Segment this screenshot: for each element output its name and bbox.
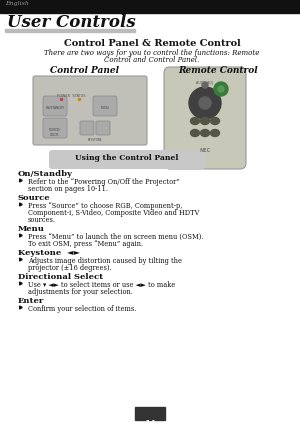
Text: Control Panel & Remote Control: Control Panel & Remote Control xyxy=(64,39,240,48)
FancyBboxPatch shape xyxy=(93,96,117,116)
Text: SOURCE/
COLOR: SOURCE/ COLOR xyxy=(49,128,61,136)
Text: English: English xyxy=(5,1,29,6)
Circle shape xyxy=(189,87,221,119)
Text: sources.: sources. xyxy=(28,216,56,224)
Text: Press “Source” to choose RGB, Component-p,: Press “Source” to choose RGB, Component-… xyxy=(28,202,182,210)
Text: Component-i, S-Video, Composite Video and HDTV: Component-i, S-Video, Composite Video an… xyxy=(28,209,200,217)
Ellipse shape xyxy=(190,130,200,136)
Text: On/Standby: On/Standby xyxy=(18,170,73,178)
Text: Adjusts image distortion caused by tilting the: Adjusts image distortion caused by tilti… xyxy=(28,257,182,265)
FancyBboxPatch shape xyxy=(80,121,94,135)
Circle shape xyxy=(218,86,224,92)
Text: Directional Select: Directional Select xyxy=(18,273,103,281)
Text: KEYSTONE: KEYSTONE xyxy=(88,138,102,142)
Ellipse shape xyxy=(211,117,220,125)
Text: 14: 14 xyxy=(144,419,156,425)
Text: Menu: Menu xyxy=(18,225,45,233)
Text: Enter: Enter xyxy=(18,297,44,305)
Text: Using the Control Panel: Using the Control Panel xyxy=(75,154,179,162)
Circle shape xyxy=(214,82,228,96)
Ellipse shape xyxy=(190,117,200,125)
Text: projector (±16 degrees).: projector (±16 degrees). xyxy=(28,264,112,272)
FancyBboxPatch shape xyxy=(43,96,67,116)
Text: Keystone  ◄►: Keystone ◄► xyxy=(18,249,80,257)
Text: Refer to the “Powering On/Off the Projector”: Refer to the “Powering On/Off the Projec… xyxy=(28,178,180,186)
Text: Remote Control: Remote Control xyxy=(178,66,258,75)
Text: POWER  STATUS: POWER STATUS xyxy=(57,94,86,98)
Text: section on pages 10-11.: section on pages 10-11. xyxy=(28,185,108,193)
FancyBboxPatch shape xyxy=(43,118,67,138)
FancyBboxPatch shape xyxy=(33,76,147,145)
Text: adjustments for your selection.: adjustments for your selection. xyxy=(28,288,133,296)
Bar xyxy=(5,29,135,32)
Text: MENU: MENU xyxy=(100,106,109,110)
Text: AUTO ADJ: AUTO ADJ xyxy=(196,81,214,85)
FancyBboxPatch shape xyxy=(49,150,205,169)
FancyBboxPatch shape xyxy=(96,121,110,135)
Text: Confirm your selection of items.: Confirm your selection of items. xyxy=(28,305,136,313)
Bar xyxy=(0,0,300,13)
Text: Use ▾ ◄► to select items or use ◄► to make: Use ▾ ◄► to select items or use ◄► to ma… xyxy=(28,281,175,289)
Text: Source: Source xyxy=(18,194,51,202)
FancyBboxPatch shape xyxy=(164,67,246,169)
Text: Press “Menu” to launch the on screen menu (OSM).: Press “Menu” to launch the on screen men… xyxy=(28,233,203,241)
Text: Control and Control Panel.: Control and Control Panel. xyxy=(104,56,200,64)
Bar xyxy=(135,407,165,420)
Text: There are two ways for you to control the functions: Remote: There are two ways for you to control th… xyxy=(44,49,260,57)
Text: User Controls: User Controls xyxy=(7,14,136,31)
Text: To exit OSM, press “Menu” again.: To exit OSM, press “Menu” again. xyxy=(28,240,143,248)
Ellipse shape xyxy=(200,117,209,125)
Text: Control Panel: Control Panel xyxy=(50,66,119,75)
Ellipse shape xyxy=(211,130,220,136)
Circle shape xyxy=(199,97,211,109)
Ellipse shape xyxy=(200,130,209,136)
Text: NEC: NEC xyxy=(200,148,211,153)
Text: ON/STANDBY: ON/STANDBY xyxy=(45,106,64,110)
Circle shape xyxy=(202,82,208,88)
